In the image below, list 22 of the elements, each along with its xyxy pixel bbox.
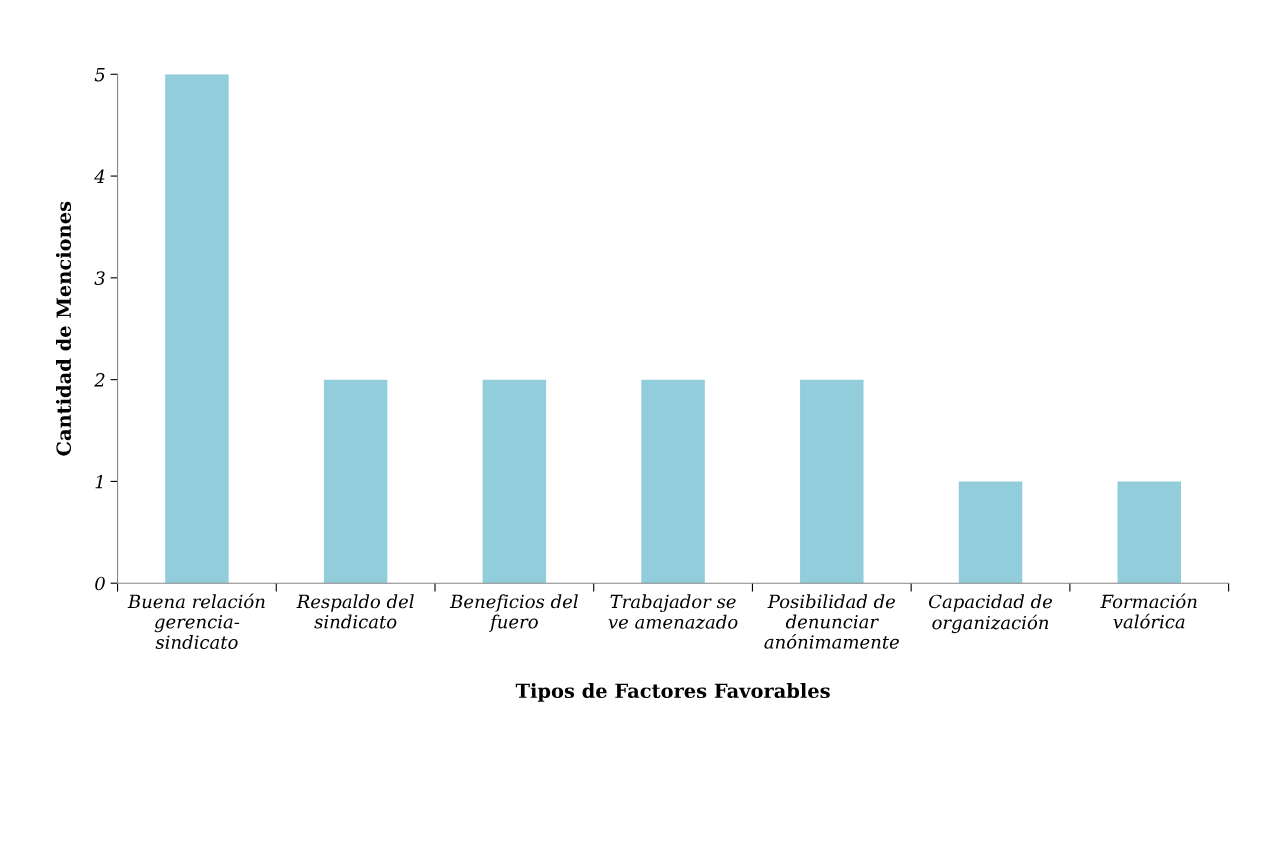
bar xyxy=(323,379,388,584)
x-tick-label: Capacidad de organización xyxy=(929,594,1053,634)
bar xyxy=(958,481,1023,584)
y-tick-label: 0 xyxy=(95,576,105,591)
bar xyxy=(1117,481,1181,584)
x-tick-label: Beneficios del fuero xyxy=(449,594,578,633)
x-axis-title: Tipos de Factores Favorables xyxy=(515,683,830,702)
x-tick-label: Formación valórica xyxy=(1100,593,1197,629)
bar xyxy=(165,74,229,584)
y-tick-label: 5 xyxy=(94,67,105,82)
y-tick-label: 1 xyxy=(95,474,103,489)
x-tick-label: Buena relación gerencia- sindicato xyxy=(127,593,265,649)
bar xyxy=(800,379,864,584)
bar xyxy=(482,379,547,584)
y-tick-label: 3 xyxy=(94,271,105,285)
y-tick-label: 4 xyxy=(94,169,105,183)
x-tick-label: Posibilidad de denunciar anónimamente xyxy=(764,594,899,649)
y-tick-label: 2 xyxy=(94,373,105,387)
bar xyxy=(641,379,705,584)
y-axis-title: Cantidad de Menciones xyxy=(56,201,72,456)
x-tick-label: Respaldo del sindicato xyxy=(296,594,414,629)
x-tick-label: Trabajador se ve amenazado xyxy=(608,594,738,629)
